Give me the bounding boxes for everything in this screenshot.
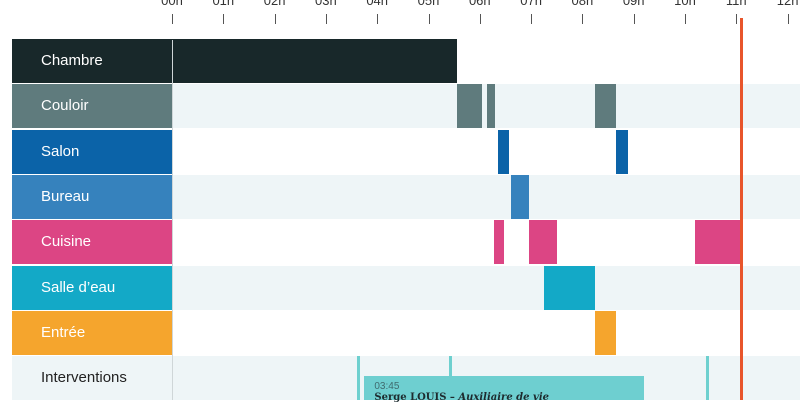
hour-tick [633,14,635,24]
hour-tick [325,14,327,24]
hour-tick [736,14,738,24]
room-label-salle-d-eau[interactable]: Salle d’eau [12,265,172,310]
hour-tick-label: 12h [776,0,799,8]
presence-segment[interactable] [497,129,510,174]
presence-segment[interactable] [595,84,616,129]
room-label-entree[interactable]: Entrée [12,310,172,355]
row-band [172,129,800,174]
room-row-bureau: Bureau [12,174,800,219]
presence-segment[interactable] [172,39,457,83]
hour-tick [172,14,173,24]
room-label-couloir[interactable]: Couloir [12,84,172,129]
hour-tick-label: 09h [622,0,645,8]
hour-tick [479,14,481,24]
room-label-salon[interactable]: Salon [12,129,172,174]
room-label-interventions[interactable]: Interventions [12,356,172,401]
presence-segment[interactable] [494,220,504,265]
intervention-name: Serge LOUIS – [374,392,459,403]
current-time-line [740,18,744,400]
presence-segment[interactable] [595,310,616,355]
room-row-couloir: Couloir [12,84,800,129]
intervention-marker[interactable] [705,356,709,400]
axis-origin-line [172,40,173,400]
row-band [172,174,800,219]
hour-tick [274,14,276,24]
row-band [172,84,800,129]
intervention-person: Serge LOUIS – Auxiliaire de vie [374,392,634,403]
intervention-role: Auxiliaire de vie [458,392,549,403]
hour-tick [428,14,430,24]
hour-tick-label: 07h [520,0,542,8]
row-band [172,265,800,310]
room-label-chambre[interactable]: Chambre [12,39,172,83]
hour-tick [531,14,533,24]
hour-tick [582,14,584,24]
hour-tick [377,14,379,24]
hour-tick [223,14,225,24]
room-row-salle-d-eau: Salle d’eau [12,265,800,310]
hour-tick-label: 02h [263,0,286,8]
hour-tick [685,14,686,24]
intervention-time: 03:45 [374,381,400,393]
time-axis: 00h 01h 02h 03h 04h 05h 06h 07h 08h 09h 10h 11h 12h [0,0,800,34]
presence-segment[interactable] [510,174,529,219]
room-label-cuisine[interactable]: Cuisine [12,220,172,265]
room-row-entree: Entrée [12,310,800,355]
presence-segment[interactable] [487,84,496,129]
hour-tick-label: 03h [315,0,337,8]
presence-segment[interactable] [615,129,628,174]
row-band [172,310,800,355]
presence-segment[interactable] [456,84,483,129]
hour-tick [787,14,789,24]
hour-tick-label: 08h [571,0,594,8]
hour-tick-label: 10h [674,0,696,8]
hour-tick-label: 05h [417,0,440,8]
presence-segment[interactable] [543,265,596,310]
intervention-marker[interactable] [356,356,360,400]
intervention-card[interactable]: 03:45 Serge LOUIS – Auxiliaire de vie [364,376,644,403]
presence-segment[interactable] [528,220,557,265]
room-label-bureau[interactable]: Bureau [12,174,172,219]
room-row-chambre: Chambre [12,39,800,83]
hour-tick-label: 11h [725,0,747,8]
hour-tick-label: 01h [212,0,235,8]
room-row-salon: Salon [12,129,800,174]
presence-segment[interactable] [695,220,742,265]
hour-tick-label: 04h [366,0,389,8]
hour-tick-label: 00h [161,0,183,8]
hour-tick-label: 06h [468,0,491,8]
room-row-cuisine: Cuisine [12,220,800,265]
